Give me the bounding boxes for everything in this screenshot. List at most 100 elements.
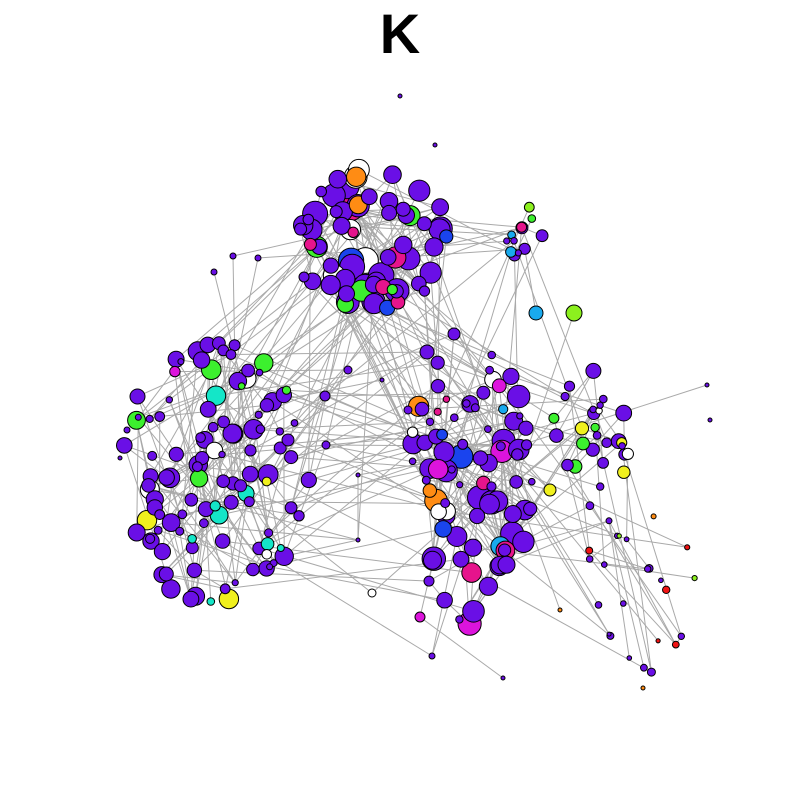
graph-node	[117, 455, 123, 461]
graph-node	[141, 478, 156, 493]
graph-node	[457, 438, 469, 450]
panel-title: K	[379, 2, 421, 65]
graph-node	[597, 457, 609, 469]
graph-node	[207, 421, 219, 433]
graph-node	[367, 588, 377, 598]
graph-node	[485, 365, 495, 375]
graph-node	[442, 395, 451, 403]
graph-node	[184, 493, 199, 507]
graph-node	[618, 442, 626, 450]
graph-node	[535, 229, 549, 243]
graph-node	[154, 411, 166, 422]
graph-edge	[589, 535, 620, 560]
graph-node	[655, 638, 661, 644]
graph-edge	[260, 421, 431, 430]
graph-node	[447, 327, 461, 341]
graph-node	[563, 380, 576, 392]
graph-node	[264, 528, 274, 538]
graph-node	[606, 631, 612, 637]
graph-edge	[446, 510, 688, 548]
graph-edge	[248, 501, 282, 549]
graph-edge	[465, 251, 512, 404]
graph-node	[158, 566, 174, 582]
graph-edge	[529, 508, 610, 635]
graph-edge	[175, 359, 216, 507]
graph-edge	[232, 255, 236, 346]
graph-node	[379, 377, 385, 383]
graph-node	[479, 493, 500, 515]
graph-node	[505, 246, 517, 258]
graph-edge	[574, 412, 625, 467]
graph-node	[255, 424, 266, 435]
graph-edge	[225, 558, 462, 590]
graph-node	[192, 461, 203, 473]
graph-node	[430, 379, 446, 394]
graph-node	[190, 469, 209, 488]
graph-edge	[232, 215, 411, 257]
graph-edge	[503, 227, 523, 441]
graph-node	[355, 472, 361, 478]
graph-node	[243, 496, 255, 508]
graph-edge	[266, 553, 433, 657]
graph-node	[436, 428, 449, 441]
graph-node	[298, 271, 310, 283]
graph-edge	[596, 435, 652, 673]
graph-node	[497, 555, 516, 574]
graph-edge	[124, 444, 234, 484]
graph-node	[281, 433, 295, 447]
graph-node	[548, 412, 560, 424]
graph-node	[177, 358, 185, 366]
graph-node	[145, 533, 156, 544]
graph-node	[281, 385, 292, 395]
graph-edge	[500, 446, 561, 611]
graph-node	[397, 93, 403, 99]
graph-node	[510, 237, 518, 245]
graph-node	[516, 221, 528, 233]
graph-edge	[269, 566, 445, 601]
graph-node	[154, 509, 166, 520]
graph-node	[153, 525, 163, 535]
graph-node	[225, 349, 237, 360]
graph-node	[403, 405, 413, 415]
graph-node	[447, 465, 456, 474]
graph-node	[187, 534, 197, 544]
graph-edge	[266, 442, 425, 482]
graph-node	[423, 550, 442, 570]
graph-node	[502, 367, 520, 385]
graph-node	[596, 482, 605, 491]
graph-edge	[429, 490, 611, 637]
graph-edge	[179, 531, 192, 600]
graph-edge	[149, 359, 202, 420]
graph-edge	[136, 417, 139, 533]
graph-node	[153, 543, 171, 561]
graph-node	[214, 533, 231, 549]
graph-node	[432, 142, 438, 148]
graph-node	[430, 503, 447, 521]
graph-node	[414, 401, 430, 417]
graph-node	[168, 446, 184, 462]
graph-node	[395, 201, 411, 217]
graph-node	[116, 437, 133, 454]
graph-node	[623, 536, 630, 543]
graph-edge	[516, 454, 531, 509]
graph-node	[123, 426, 131, 434]
graph-node	[424, 237, 444, 257]
graph-node	[585, 501, 595, 511]
graph-node	[585, 442, 600, 457]
graph-node	[129, 388, 146, 405]
graph-node	[381, 204, 398, 221]
graph-node	[428, 652, 436, 660]
graph-node	[355, 537, 361, 543]
graph-node	[315, 185, 328, 198]
graph-node	[416, 216, 432, 232]
graph-node	[169, 365, 181, 378]
graph-node	[320, 274, 341, 296]
graph-node	[408, 457, 417, 466]
graph-node	[418, 285, 431, 297]
graph-node	[640, 663, 648, 672]
graph-node	[592, 431, 602, 440]
graph-node	[512, 530, 535, 553]
graph-edge	[624, 454, 682, 637]
graph-edge	[499, 520, 610, 567]
